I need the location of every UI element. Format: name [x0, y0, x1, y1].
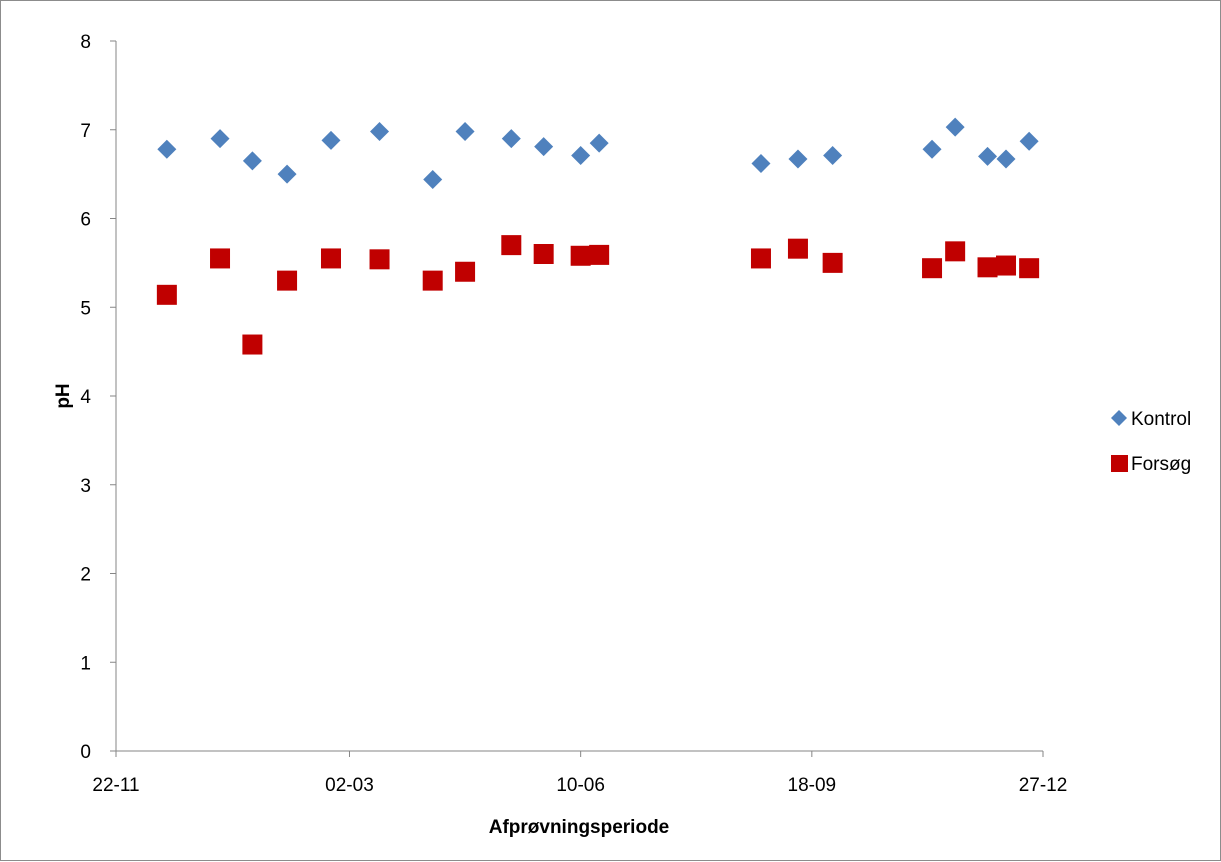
forsog-point — [156, 284, 177, 305]
forsog-point — [945, 241, 966, 262]
legend-item-kontrol: Kontrol — [1111, 409, 1191, 430]
forsog-point — [455, 261, 476, 282]
y-tick-label: 6 — [80, 210, 91, 231]
y-tick-label: 2 — [80, 565, 91, 586]
forsog-point — [1019, 258, 1040, 279]
forsog-point — [320, 248, 341, 269]
kontrol-point — [751, 153, 771, 173]
forsog-point — [570, 245, 591, 266]
forsog-point — [210, 248, 231, 269]
legend-marker-forsog — [1111, 455, 1128, 472]
kontrol-point — [589, 133, 609, 153]
forsog-point — [422, 270, 443, 291]
y-tick-label: 8 — [80, 32, 91, 53]
forsog-point — [750, 248, 771, 269]
legend-label-kontrol: Kontrol — [1131, 409, 1191, 430]
legend-item-forsog: Forsøg — [1111, 454, 1191, 475]
forsog-point — [822, 252, 843, 273]
legend-marker-kontrol — [1111, 410, 1127, 426]
kontrol-point — [423, 169, 443, 189]
y-axis-title: pH — [53, 383, 74, 408]
kontrol-point — [788, 149, 808, 169]
kontrol-point — [922, 139, 942, 159]
x-tick-label: 02-03 — [325, 775, 374, 796]
x-tick-label: 18-09 — [788, 775, 837, 796]
kontrol-point — [455, 122, 475, 142]
x-tick-labels: 22-11 02-03 10-06 18-09 27-12 — [92, 775, 1067, 796]
x-axis-title: Afprøvningsperiode — [489, 817, 670, 838]
forsog-point — [501, 235, 522, 256]
x-tick-label: 10-06 — [556, 775, 605, 796]
x-tick-label: 22-11 — [92, 775, 139, 796]
kontrol-point — [996, 149, 1016, 169]
kontrol-point — [534, 137, 554, 157]
axes — [110, 40, 1044, 757]
y-tick-labels: 0 1 2 3 4 5 6 7 8 — [80, 32, 91, 763]
kontrol-point — [321, 130, 341, 150]
y-tick-label: 5 — [80, 298, 91, 319]
kontrol-point — [501, 129, 521, 149]
series-1 — [156, 235, 1040, 355]
kontrol-point — [157, 139, 177, 159]
kontrol-point — [945, 117, 965, 137]
data-points — [156, 117, 1040, 355]
forsog-point — [533, 244, 554, 264]
kontrol-point — [571, 145, 591, 165]
kontrol-point — [210, 129, 230, 149]
forsog-point — [242, 334, 263, 355]
forsog-point — [996, 255, 1017, 276]
legend: Kontrol Forsøg — [1111, 409, 1191, 475]
forsog-point — [922, 258, 943, 279]
y-tick-label: 4 — [80, 387, 91, 408]
y-tick-label: 7 — [80, 121, 91, 142]
x-tick-label: 27-12 — [1019, 775, 1068, 796]
legend-label-forsog: Forsøg — [1131, 454, 1191, 475]
y-tick-label: 1 — [80, 653, 91, 674]
kontrol-point — [1019, 131, 1039, 151]
kontrol-point — [277, 164, 297, 184]
y-tick-label: 3 — [80, 476, 91, 497]
kontrol-point — [370, 122, 390, 142]
y-tick-label: 0 — [80, 742, 91, 763]
series-0 — [157, 117, 1039, 189]
kontrol-point — [242, 151, 262, 171]
forsog-point — [589, 244, 610, 265]
forsog-point — [787, 238, 808, 259]
forsog-point — [977, 257, 998, 278]
kontrol-point — [823, 145, 843, 165]
forsog-point — [369, 249, 390, 270]
kontrol-point — [978, 146, 998, 166]
forsog-point — [277, 270, 298, 291]
